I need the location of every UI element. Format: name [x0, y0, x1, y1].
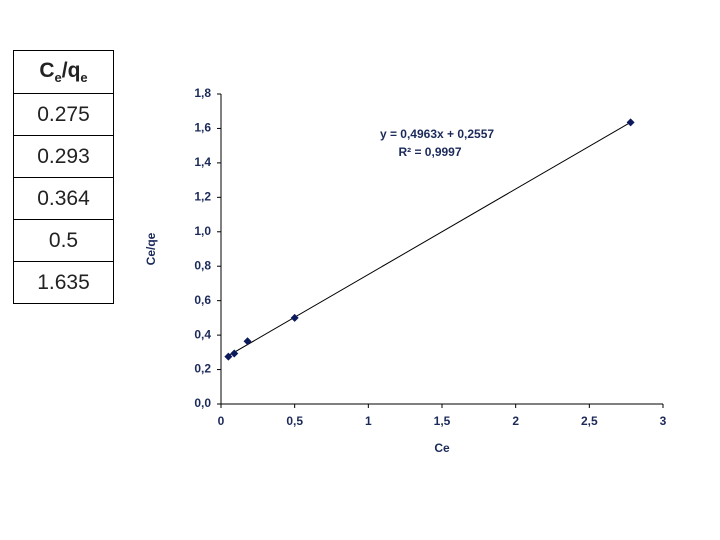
data-point [290, 313, 299, 322]
x-tick-label: 2,5 [581, 414, 598, 428]
table-cell: 0.293 [13, 135, 114, 178]
table-cell: 0.275 [13, 93, 114, 136]
x-axis-label: Ce [434, 441, 450, 455]
header-text: C [39, 58, 55, 82]
y-tick-label: 0,0 [194, 396, 211, 410]
table-cell: 0.364 [13, 177, 114, 220]
y-tick-label: 0,4 [194, 327, 211, 341]
header-text: /q [61, 58, 81, 82]
y-axis-label: Ce/qe [144, 232, 158, 265]
x-tick-label: 2 [512, 414, 519, 428]
table-header: Ce/qe [13, 50, 114, 94]
x-tick-label: 3 [660, 414, 667, 428]
r-squared: R² = 0,9997 [398, 145, 461, 159]
x-tick-label: 1,5 [434, 414, 451, 428]
y-tick-label: 1,6 [194, 121, 211, 135]
y-tick-label: 1,0 [194, 224, 211, 238]
table-cell: 1.635 [13, 261, 114, 304]
y-tick-label: 1,8 [194, 86, 211, 100]
data-point [224, 352, 233, 361]
data-point [230, 349, 239, 358]
header-sub: e [80, 70, 88, 86]
header-sub: e [54, 70, 62, 86]
x-tick-label: 0 [218, 414, 225, 428]
data-point [626, 118, 635, 127]
table-cell: 0.5 [13, 219, 114, 262]
x-tick-label: 0,5 [286, 414, 303, 428]
y-tick-label: 0,6 [194, 293, 211, 307]
trendline-equation: y = 0,4963x + 0,2557 [380, 127, 494, 141]
x-tick-label: 1 [365, 414, 372, 428]
y-tick-label: 0,8 [194, 258, 211, 272]
y-tick-label: 0,2 [194, 362, 211, 376]
y-tick-label: 1,2 [194, 190, 211, 204]
data-table: Ce/qe 0.275 0.293 0.364 0.5 1.635 [13, 50, 114, 304]
data-point [243, 337, 252, 346]
y-tick-label: 1,4 [194, 155, 211, 169]
